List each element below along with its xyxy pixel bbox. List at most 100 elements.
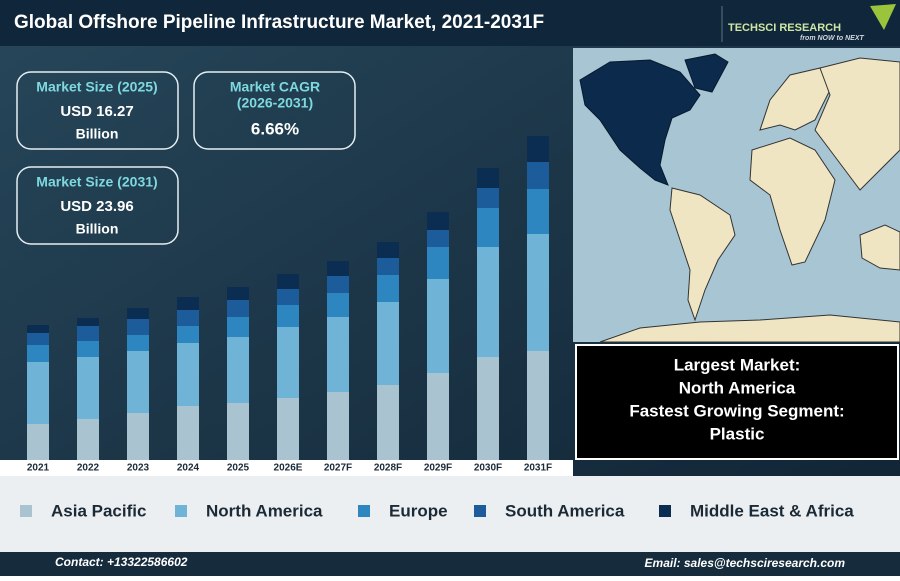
bar-segment — [327, 261, 349, 276]
bar-segment — [127, 319, 149, 335]
bar-segment — [527, 234, 549, 351]
highlight-line: North America — [679, 378, 796, 397]
bar-segment — [427, 230, 449, 247]
bar-segment — [327, 276, 349, 293]
bar-segment — [327, 392, 349, 460]
logo-name: TECHSCI RESEARCH — [728, 22, 841, 34]
highlight-line: Fastest Growing Segment: — [629, 401, 844, 420]
world-map — [573, 48, 900, 343]
bar-segment — [477, 357, 499, 460]
stat-value: 6.66% — [251, 119, 299, 138]
bar-segment — [227, 300, 249, 317]
bar-segment — [127, 351, 149, 413]
bar-segment — [177, 406, 199, 460]
x-tick-label: 2021 — [27, 463, 50, 474]
bar-segment — [427, 279, 449, 373]
legend-label: North America — [206, 501, 323, 520]
x-tick-label: 2026E — [274, 463, 303, 474]
bar-segment — [377, 302, 399, 385]
bar-segment — [77, 419, 99, 460]
legend-label: Asia Pacific — [51, 501, 146, 520]
bar-segment — [27, 345, 49, 362]
bar-segment — [227, 403, 249, 460]
bar-segment — [77, 341, 99, 357]
legend-swatch — [659, 505, 671, 517]
south-america — [669, 187, 736, 322]
bar-segment — [527, 351, 549, 460]
stat-value: USD 16.27 — [60, 103, 133, 120]
bar-segment — [377, 275, 399, 302]
bar-segment — [177, 326, 199, 343]
footer-contact: Contact: +13322586602 — [55, 555, 188, 569]
legend-swatch — [175, 505, 187, 517]
x-tick-label: 2025 — [227, 463, 250, 474]
legend-label: Middle East & Africa — [690, 501, 854, 520]
x-tick-label: 2031F — [524, 463, 552, 474]
bar-segment — [177, 310, 199, 326]
bar-segment — [277, 305, 299, 327]
highlight-line: Largest Market: — [674, 355, 801, 374]
header-bar — [0, 0, 900, 46]
legend-label: Europe — [389, 501, 448, 520]
bar-segment — [377, 258, 399, 275]
bar-segment — [127, 413, 149, 460]
bar-segment — [527, 136, 549, 162]
bar-segment — [77, 357, 99, 419]
stat-label: Market CAGR — [230, 79, 320, 95]
x-tick-label: 2030F — [474, 463, 502, 474]
africa — [749, 137, 836, 266]
x-tick-label: 2023 — [127, 463, 150, 474]
highlight-line: Plastic — [710, 424, 765, 443]
bar-segment — [127, 308, 149, 319]
bar-segment — [527, 162, 549, 189]
bar-segment — [377, 385, 399, 460]
footer-bar — [0, 552, 900, 576]
bar-segment — [427, 373, 449, 460]
bar-segment — [127, 335, 149, 351]
bar-segment — [27, 325, 49, 333]
greenland — [684, 53, 729, 93]
bar-segment — [277, 274, 299, 289]
bar-segment — [227, 337, 249, 403]
bar-segment — [27, 424, 49, 460]
bar-segment — [277, 327, 299, 398]
stat-unit: Billion — [76, 126, 119, 142]
chart-title: Global Offshore Pipeline Infrastructure … — [14, 12, 544, 33]
bar-segment — [277, 398, 299, 460]
australia — [859, 224, 900, 271]
stat-box — [16, 71, 179, 150]
x-tick-label: 2022 — [77, 463, 100, 474]
x-tick-label: 2029F — [424, 463, 452, 474]
legend-swatch — [20, 505, 32, 517]
bar-segment — [477, 247, 499, 357]
stat-box — [193, 71, 356, 150]
bar-segment — [77, 318, 99, 326]
footer-email: Email: sales@techsciresearch.com — [645, 556, 846, 570]
logo: TECHSCI RESEARCH from NOW to NEXT — [721, 4, 896, 42]
legend-strip — [0, 476, 900, 552]
bar-segment — [177, 343, 199, 406]
legend-swatch — [474, 505, 486, 517]
highlights-box — [575, 344, 899, 460]
bar-segment — [77, 326, 99, 341]
north-america — [579, 59, 701, 186]
bar-segment — [477, 208, 499, 247]
bar-segment — [377, 242, 399, 258]
stat-unit: Billion — [76, 221, 119, 237]
bar-segment — [277, 289, 299, 305]
x-tick-label: 2027F — [324, 463, 352, 474]
stat-label: Market Size (2031) — [36, 174, 157, 190]
bar-segment — [477, 168, 499, 188]
stat-sublabel: (2026-2031) — [237, 95, 313, 111]
bar-segment — [427, 212, 449, 230]
legend-label: South America — [505, 501, 625, 520]
logo-icon — [870, 4, 896, 30]
x-tick-label: 2028F — [374, 463, 402, 474]
asia — [814, 57, 900, 191]
bar-segment — [227, 317, 249, 337]
x-tick-label: 2024 — [177, 463, 200, 474]
bar-segment — [227, 287, 249, 300]
antarctica — [599, 314, 900, 343]
